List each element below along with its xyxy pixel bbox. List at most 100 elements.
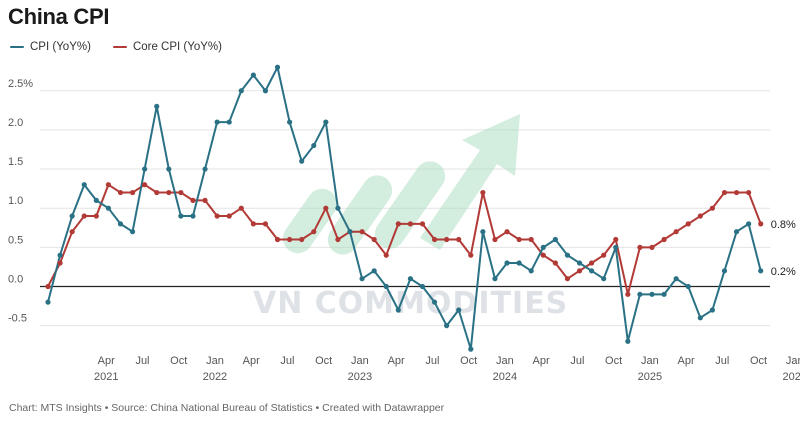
data-point-cpi[interactable] (311, 142, 317, 149)
data-point-core-cpi[interactable] (323, 205, 329, 211)
data-point-core-cpi[interactable] (661, 236, 667, 243)
data-point-cpi[interactable] (601, 276, 607, 282)
data-point-cpi[interactable] (552, 236, 558, 243)
data-point-core-cpi[interactable] (649, 244, 655, 250)
data-point-core-cpi[interactable] (250, 221, 256, 227)
data-point-cpi[interactable] (492, 276, 498, 282)
data-point-cpi[interactable] (419, 283, 426, 290)
data-point-core-cpi[interactable] (395, 221, 401, 227)
data-point-cpi[interactable] (142, 166, 148, 172)
data-point-cpi[interactable] (299, 158, 305, 164)
data-point-core-cpi[interactable] (117, 189, 124, 196)
data-point-core-cpi[interactable] (383, 252, 389, 258)
data-point-cpi[interactable] (758, 268, 764, 274)
data-point-core-cpi[interactable] (637, 244, 643, 250)
data-point-core-cpi[interactable] (576, 268, 583, 274)
data-point-core-cpi[interactable] (262, 221, 269, 227)
data-point-cpi[interactable] (359, 276, 365, 282)
data-point-cpi[interactable] (166, 166, 172, 172)
data-point-cpi[interactable] (105, 205, 111, 211)
data-point-core-cpi[interactable] (516, 236, 522, 243)
data-point-core-cpi[interactable] (589, 260, 595, 266)
data-point-core-cpi[interactable] (214, 213, 220, 219)
data-point-cpi[interactable] (528, 268, 534, 274)
data-point-core-cpi[interactable] (57, 260, 63, 266)
data-point-core-cpi[interactable] (45, 283, 51, 290)
data-point-cpi[interactable] (540, 244, 546, 250)
data-point-cpi[interactable] (661, 291, 667, 297)
data-point-cpi[interactable] (649, 291, 655, 297)
data-point-cpi[interactable] (746, 221, 752, 227)
data-point-core-cpi[interactable] (371, 236, 377, 243)
data-point-cpi[interactable] (480, 229, 486, 235)
data-point-cpi[interactable] (287, 119, 293, 125)
data-point-cpi[interactable] (335, 205, 341, 211)
data-point-core-cpi[interactable] (564, 276, 571, 282)
data-point-core-cpi[interactable] (601, 252, 607, 258)
data-point-cpi[interactable] (129, 229, 136, 235)
data-point-cpi[interactable] (685, 283, 691, 290)
data-point-core-cpi[interactable] (492, 236, 498, 243)
data-point-core-cpi[interactable] (613, 236, 619, 243)
data-point-cpi[interactable] (431, 299, 438, 305)
data-point-cpi[interactable] (190, 213, 196, 219)
data-point-core-cpi[interactable] (625, 291, 631, 297)
data-point-core-cpi[interactable] (226, 213, 232, 219)
data-point-cpi[interactable] (395, 307, 401, 313)
data-point-cpi[interactable] (721, 268, 728, 274)
data-point-cpi[interactable] (589, 268, 595, 274)
data-point-core-cpi[interactable] (142, 182, 148, 188)
data-point-cpi[interactable] (613, 244, 619, 250)
data-point-core-cpi[interactable] (299, 236, 305, 243)
data-point-cpi[interactable] (564, 252, 571, 258)
data-point-cpi[interactable] (697, 315, 703, 321)
data-point-core-cpi[interactable] (190, 197, 196, 203)
data-point-core-cpi[interactable] (154, 189, 160, 196)
data-point-core-cpi[interactable] (93, 213, 99, 219)
data-point-core-cpi[interactable] (178, 189, 184, 196)
data-point-core-cpi[interactable] (81, 213, 87, 219)
data-point-cpi[interactable] (262, 88, 269, 94)
data-point-cpi[interactable] (625, 338, 631, 344)
data-point-cpi[interactable] (81, 182, 87, 188)
data-point-cpi[interactable] (733, 229, 740, 235)
data-point-core-cpi[interactable] (540, 252, 546, 258)
data-point-cpi[interactable] (57, 252, 63, 258)
data-point-core-cpi[interactable] (444, 236, 450, 243)
data-point-core-cpi[interactable] (335, 236, 341, 243)
data-point-core-cpi[interactable] (456, 236, 462, 243)
data-point-core-cpi[interactable] (202, 197, 208, 203)
data-point-core-cpi[interactable] (709, 205, 716, 211)
data-point-core-cpi[interactable] (287, 236, 293, 243)
data-point-cpi[interactable] (637, 291, 643, 297)
data-point-cpi[interactable] (93, 197, 99, 203)
data-point-cpi[interactable] (214, 119, 220, 125)
data-point-core-cpi[interactable] (311, 229, 317, 235)
data-point-cpi[interactable] (673, 276, 679, 282)
data-point-cpi[interactable] (444, 323, 450, 329)
data-point-cpi[interactable] (576, 260, 583, 266)
data-point-core-cpi[interactable] (407, 221, 413, 227)
data-point-cpi[interactable] (178, 213, 184, 219)
data-point-cpi[interactable] (202, 166, 208, 172)
data-point-cpi[interactable] (45, 299, 51, 305)
data-point-cpi[interactable] (456, 307, 462, 313)
data-point-cpi[interactable] (226, 119, 232, 125)
data-point-cpi[interactable] (154, 103, 160, 110)
data-point-cpi[interactable] (709, 307, 716, 313)
data-point-cpi[interactable] (347, 229, 353, 235)
data-point-cpi[interactable] (274, 64, 281, 70)
data-point-core-cpi[interactable] (504, 229, 510, 235)
data-point-cpi[interactable] (468, 346, 474, 352)
data-point-core-cpi[interactable] (468, 252, 474, 258)
data-point-core-cpi[interactable] (685, 221, 691, 227)
data-point-core-cpi[interactable] (733, 189, 740, 196)
data-point-core-cpi[interactable] (746, 189, 752, 196)
data-point-cpi[interactable] (407, 276, 413, 282)
data-point-core-cpi[interactable] (129, 189, 136, 196)
data-point-core-cpi[interactable] (238, 205, 244, 211)
data-point-core-cpi[interactable] (673, 229, 679, 235)
data-point-cpi[interactable] (238, 88, 244, 94)
data-point-core-cpi[interactable] (166, 189, 172, 196)
data-point-cpi[interactable] (383, 283, 389, 290)
